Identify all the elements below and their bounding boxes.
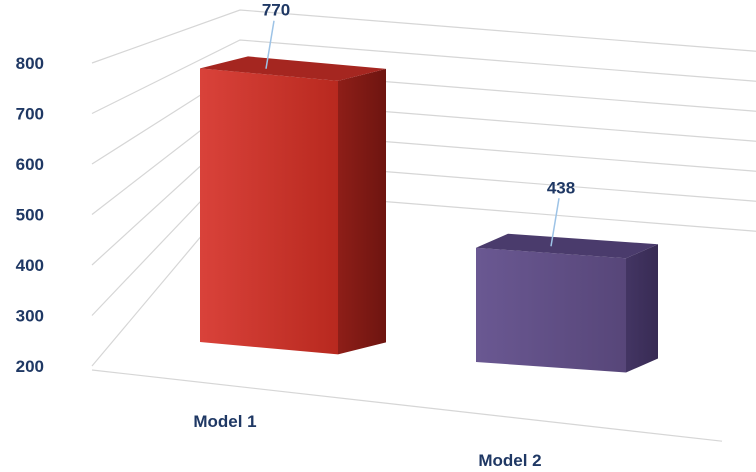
gridline-700 <box>91 39 756 115</box>
bar-side-face <box>338 68 386 355</box>
y-tick-label: 400 <box>16 256 44 275</box>
floor-edge <box>91 369 723 442</box>
bar-front-face <box>476 247 626 373</box>
bar-2 <box>476 233 658 373</box>
x-axis-categories: Model 1 Model 2 <box>193 412 541 470</box>
data-label: 770 <box>262 1 290 20</box>
gridline-500 <box>91 99 756 215</box>
y-tick-label: 800 <box>16 54 44 73</box>
bars <box>200 56 658 373</box>
y-tick-label: 600 <box>16 155 44 174</box>
data-labels: 770 438 <box>262 1 575 247</box>
x-category-label: Model 2 <box>478 451 541 470</box>
data-label-leader <box>550 198 560 247</box>
x-category-label: Model 1 <box>193 412 256 431</box>
gridlines <box>91 9 756 442</box>
data-label: 438 <box>547 178 575 197</box>
bar-side-face <box>626 244 658 373</box>
y-tick-label: 500 <box>16 206 44 225</box>
y-tick-label: 300 <box>16 307 44 326</box>
data-label-leader <box>265 20 275 69</box>
bar-1 <box>200 56 386 355</box>
bar-front-face <box>200 68 338 355</box>
y-axis-ticks: 200 300 400 500 600 700 800 <box>16 54 44 376</box>
gridline-800 <box>91 9 756 64</box>
gridline-600 <box>91 69 756 165</box>
bar-top-face <box>476 233 658 259</box>
y-tick-label: 200 <box>16 357 44 376</box>
y-tick-label: 700 <box>16 105 44 124</box>
bar-top-face <box>200 56 386 81</box>
